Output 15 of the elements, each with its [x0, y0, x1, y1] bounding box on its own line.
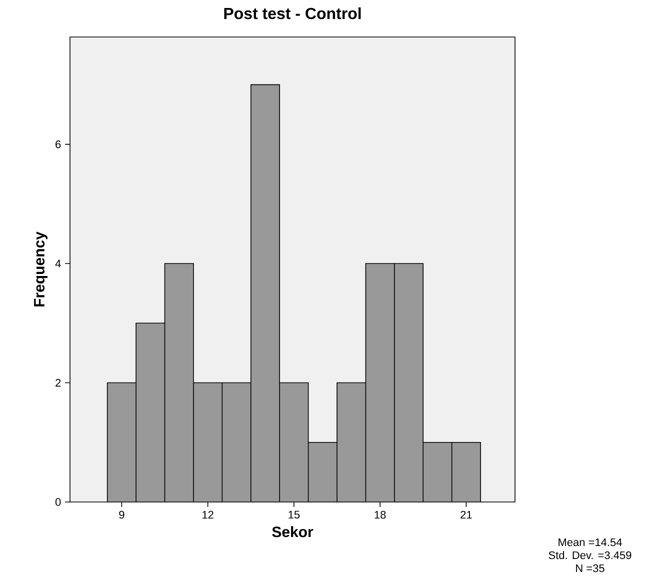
y-tick-label: 6	[56, 140, 61, 148]
x-tick-label: 9	[119, 510, 124, 519]
text: Std. Dev. =3.459	[548, 551, 632, 560]
y-axis-title: Frequency	[34, 232, 48, 306]
x-tick-label: 12	[202, 510, 214, 519]
x-tick-label: 21	[460, 510, 472, 519]
x-tick-label: 15	[288, 510, 300, 519]
x-axis-title: Sekor	[272, 526, 314, 538]
y-tick-label: 0	[55, 498, 61, 506]
text: N =35	[576, 564, 604, 572]
y-tick-label: 4	[55, 260, 61, 268]
y-tick-label: 2	[56, 378, 61, 387]
chart-title: Post test - Control	[224, 7, 361, 20]
text: Mean =14.54	[558, 538, 622, 546]
x-tick-label: 18	[374, 510, 386, 519]
